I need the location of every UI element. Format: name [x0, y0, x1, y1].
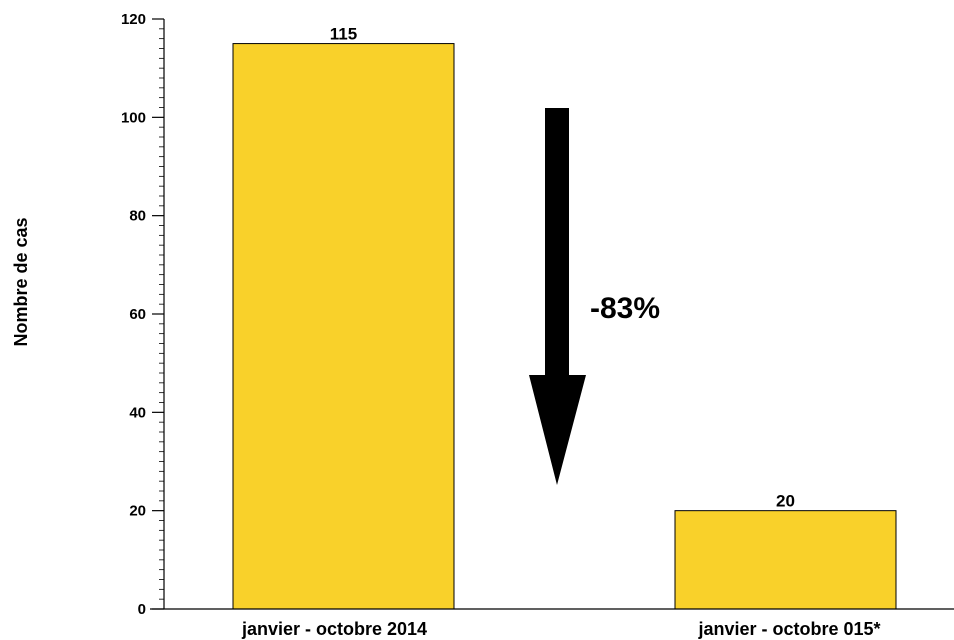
x-category-label: janvier - octobre 015* — [697, 619, 880, 639]
y-axis-title: Nombre de cas — [11, 217, 31, 346]
percent-change-label: -83% — [590, 292, 660, 325]
y-tick-label: 100 — [121, 109, 146, 126]
y-tick-label: 20 — [129, 503, 146, 520]
bar-value-label: 115 — [330, 25, 357, 44]
y-tick-label: 0 — [138, 601, 146, 618]
down-arrow-icon — [529, 108, 586, 485]
y-tick-label: 80 — [129, 208, 146, 225]
y-axis-ticks: 0 20 40 60 80 100 120 — [121, 11, 164, 618]
x-category-label: janvier - octobre 2014 — [241, 619, 427, 639]
bar-value-label: 20 — [776, 492, 795, 511]
bar — [674, 510, 897, 610]
decrease-annotation: -83% — [529, 108, 660, 485]
y-tick-label: 60 — [129, 306, 146, 323]
bars: 115 janvier - octobre 2014 20 janvier - oct… — [232, 25, 897, 639]
y-tick-label: 40 — [129, 404, 146, 421]
y-tick-label: 120 — [121, 11, 146, 28]
bar — [232, 43, 455, 610]
